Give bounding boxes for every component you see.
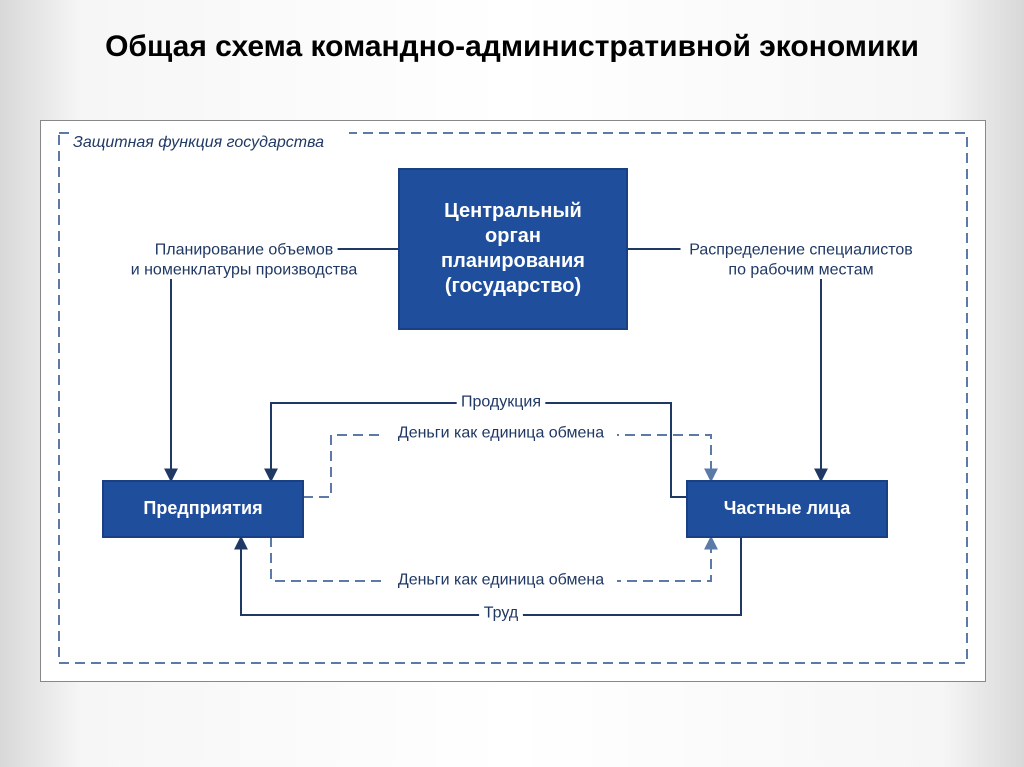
node-center-text: орган xyxy=(485,225,541,247)
label-dist_right: по рабочим местам xyxy=(728,262,873,279)
money-top-dashed xyxy=(303,435,711,497)
node-center-text: Центральный xyxy=(444,200,582,222)
page-title: Общая схема командно-административной эк… xyxy=(0,30,1024,64)
center-to-right-solid xyxy=(627,249,821,481)
diagram-svg: Защитная функция государства Центральный о… xyxy=(41,121,985,681)
diagram-canvas: Защитная функция государства Центральный о… xyxy=(40,120,986,682)
node-right-text: Частные лица xyxy=(724,498,852,518)
label-dist_right: Распределение специалистов xyxy=(689,242,913,259)
boundary-label: Защитная функция государства xyxy=(73,134,324,151)
produkt-solid xyxy=(271,403,687,497)
label-produkt: Продукция xyxy=(461,394,541,411)
node-center-text: планирования xyxy=(441,250,585,272)
node-center-text: (государство) xyxy=(445,275,581,297)
label-plan_left: Планирование объемов xyxy=(155,242,333,259)
node-center xyxy=(399,169,627,329)
center-to-left-solid xyxy=(171,249,399,481)
label-money1: Деньги как единица обмена xyxy=(398,425,604,442)
node-left-text: Предприятия xyxy=(143,498,262,518)
label-plan_left: и номенклатуры производства xyxy=(131,262,358,279)
label-money2: Деньги как единица обмена xyxy=(398,572,604,589)
label-trud: Труд xyxy=(484,605,519,622)
